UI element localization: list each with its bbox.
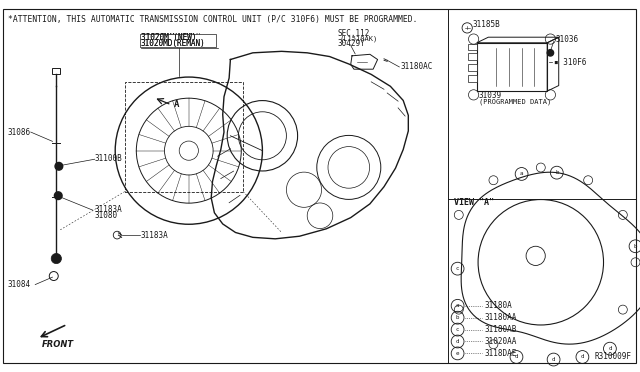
Text: b: b xyxy=(456,315,460,320)
Text: 3102€ M (NEW): 3102€ M (NEW) xyxy=(142,33,202,42)
Text: b: b xyxy=(555,170,559,175)
Bar xyxy=(125,82,243,192)
Text: d: d xyxy=(456,339,460,344)
Text: (PROGRAMMED DATA): (PROGRAMMED DATA) xyxy=(479,99,551,105)
Text: 31020M (NEW): 31020M (NEW) xyxy=(141,33,196,42)
Text: e: e xyxy=(456,351,460,356)
Text: 31084: 31084 xyxy=(8,280,31,289)
Text: 31036: 31036 xyxy=(556,35,579,44)
Text: 31183A: 31183A xyxy=(95,205,122,214)
Bar xyxy=(468,64,477,71)
Text: 31020M (NEW): 31020M (NEW) xyxy=(141,33,196,42)
Text: FRONT: FRONT xyxy=(42,340,74,349)
Text: b: b xyxy=(634,244,637,249)
Text: 31180AB: 31180AB xyxy=(484,325,517,334)
Text: c: c xyxy=(456,266,460,271)
Ellipse shape xyxy=(55,163,63,170)
Bar xyxy=(477,43,547,91)
Text: 3102€MD(REMAN): 3102€MD(REMAN) xyxy=(142,40,207,49)
Text: 31183A: 31183A xyxy=(141,231,168,240)
Bar xyxy=(52,68,60,74)
Text: d: d xyxy=(515,355,518,359)
Text: d: d xyxy=(552,357,556,362)
Text: 31086: 31086 xyxy=(8,128,31,137)
Text: 31020AA: 31020AA xyxy=(484,337,517,346)
Text: d: d xyxy=(580,355,584,359)
Bar xyxy=(468,53,477,60)
Text: d: d xyxy=(608,346,612,351)
Text: 3118DAE: 3118DAE xyxy=(484,349,517,358)
Text: R310009F: R310009F xyxy=(595,352,632,361)
Text: 31020MD(REMAN): 31020MD(REMAN) xyxy=(141,39,205,48)
Bar xyxy=(468,44,477,50)
Text: 31180AC: 31180AC xyxy=(401,62,433,71)
Text: 31180AA: 31180AA xyxy=(484,313,517,322)
Text: SEC.112: SEC.112 xyxy=(338,29,371,38)
Ellipse shape xyxy=(51,253,61,264)
Text: 31100B: 31100B xyxy=(95,154,122,163)
Ellipse shape xyxy=(547,49,554,56)
Text: 30429Y: 30429Y xyxy=(338,39,365,48)
Text: 31080: 31080 xyxy=(95,211,118,220)
Text: 31020MD(REMAN): 31020MD(REMAN) xyxy=(141,39,205,48)
Text: 31039: 31039 xyxy=(479,92,502,100)
Text: a: a xyxy=(456,303,460,308)
Text: (L1510AK): (L1510AK) xyxy=(339,36,378,42)
Bar xyxy=(140,34,216,47)
Text: ▪ 310F6: ▪ 310F6 xyxy=(554,58,586,67)
Text: VIEW "A": VIEW "A" xyxy=(454,198,494,207)
Text: a: a xyxy=(520,171,524,176)
Text: 31185B: 31185B xyxy=(472,20,500,29)
Ellipse shape xyxy=(54,192,62,199)
Text: 31180A: 31180A xyxy=(484,301,512,310)
Bar xyxy=(468,75,477,82)
Text: *ATTENTION, THIS AUTOMATIC TRANSMISSION CONTROL UNIT (P/C 310F6) MUST BE PROGRAM: *ATTENTION, THIS AUTOMATIC TRANSMISSION … xyxy=(8,15,417,24)
Text: A: A xyxy=(174,100,179,109)
Text: c: c xyxy=(456,327,460,332)
